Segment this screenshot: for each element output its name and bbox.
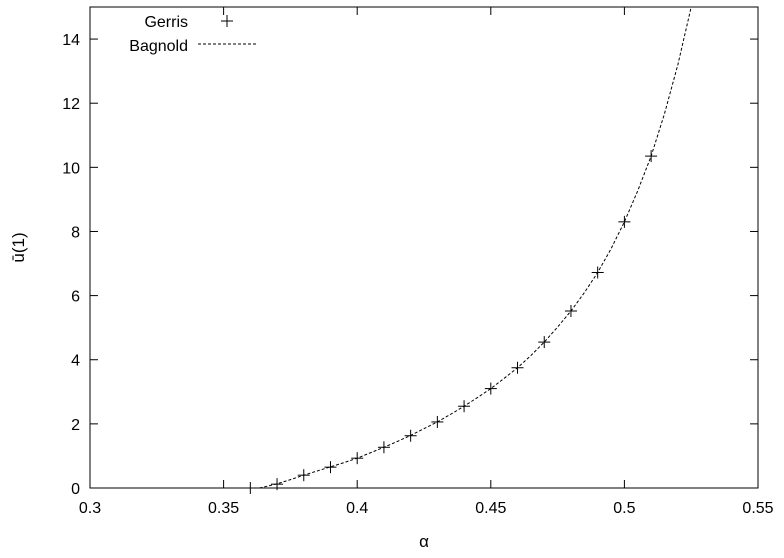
y-axis-label: ū(1) xyxy=(9,232,28,262)
series-line-bagnold xyxy=(259,7,692,488)
data-point-gerris xyxy=(484,382,497,395)
y-tick-label: 0 xyxy=(71,481,80,498)
data-point-gerris xyxy=(618,215,631,228)
data-point-gerris xyxy=(458,400,471,413)
x-tick-label: 0.45 xyxy=(475,500,506,517)
data-point-gerris xyxy=(645,150,658,163)
x-axis-label: α xyxy=(419,532,429,551)
data-point-gerris xyxy=(297,469,310,482)
data-point-gerris xyxy=(431,415,444,428)
y-tick-label: 8 xyxy=(71,224,80,241)
y-tick-label: 12 xyxy=(62,96,80,113)
data-point-gerris xyxy=(377,441,390,454)
data-point-gerris xyxy=(538,336,551,349)
data-point-gerris xyxy=(564,304,577,317)
legend-label-gerris: Gerris xyxy=(144,14,188,31)
y-tick-label: 14 xyxy=(62,32,80,49)
y-tick-label: 2 xyxy=(71,417,80,434)
data-point-gerris xyxy=(324,461,337,474)
y-tick-label: 6 xyxy=(71,289,80,306)
data-point-gerris xyxy=(511,361,524,374)
x-tick-label: 0.3 xyxy=(79,500,101,517)
plot-frame xyxy=(89,6,759,489)
data-point-gerris xyxy=(404,429,417,442)
x-tick-label: 0.5 xyxy=(613,500,635,517)
data-point-gerris xyxy=(351,452,364,465)
chart-series xyxy=(244,7,692,494)
x-tick-label: 0.4 xyxy=(346,500,368,517)
y-tick-label: 10 xyxy=(62,160,80,177)
legend-label-bagnold: Bagnold xyxy=(129,38,188,55)
data-point-gerris xyxy=(591,266,604,279)
chart-ticks: 0.3 0.35 0.4 0.45 0.5 0.55 0 2 4 6 8 10 12 14 xyxy=(62,7,774,517)
x-tick-label: 0.35 xyxy=(208,500,239,517)
chart-legend: Gerris Bagnold xyxy=(129,14,257,55)
y-tick-label: 4 xyxy=(71,353,80,370)
x-tick-label: 0.55 xyxy=(742,500,773,517)
